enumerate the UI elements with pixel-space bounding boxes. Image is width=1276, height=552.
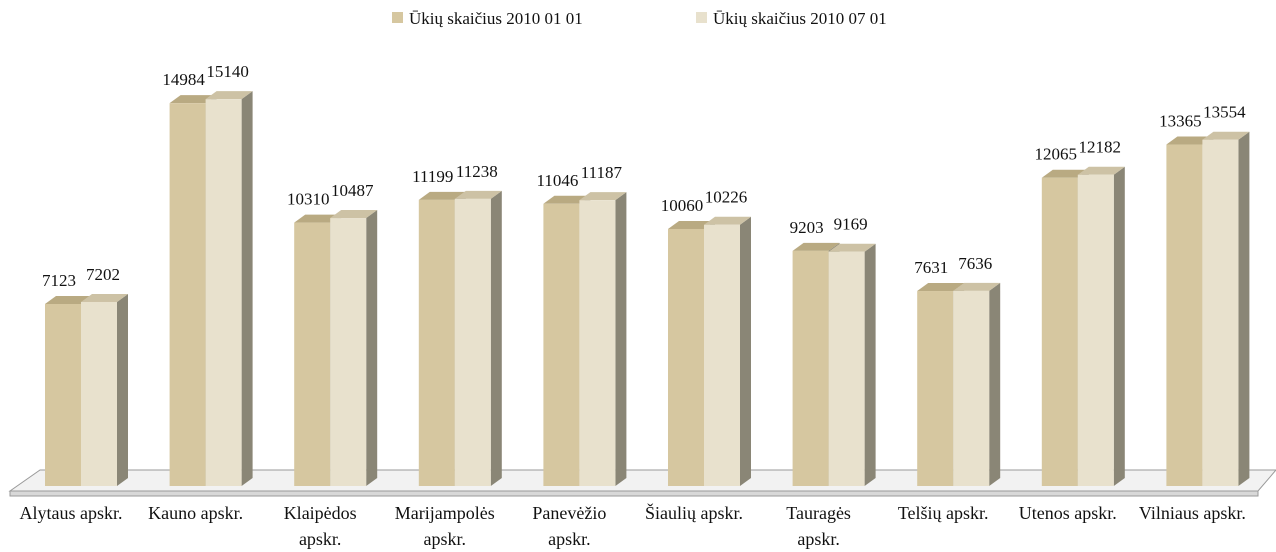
legend-label: Ūkių skaičius 2010 07 01 xyxy=(713,9,887,28)
bar xyxy=(1077,166,1125,487)
value-label: 9169 xyxy=(834,215,868,234)
bar-side xyxy=(241,91,253,486)
bar-top xyxy=(1041,169,1089,178)
value-label: 7123 xyxy=(42,271,76,290)
bar-side xyxy=(740,216,751,486)
x-tick-label: Vilniaus apskr. xyxy=(1138,503,1246,523)
legend-swatch xyxy=(696,12,707,23)
bar-side xyxy=(490,190,502,487)
bar xyxy=(330,210,378,487)
bar xyxy=(205,91,253,486)
value-label: 7636 xyxy=(958,254,992,273)
bar-top xyxy=(1202,131,1250,140)
bar-front xyxy=(205,99,242,486)
bar-top xyxy=(418,191,466,200)
bar-top xyxy=(81,293,128,302)
bar-front xyxy=(81,301,117,486)
value-label: 12065 xyxy=(1035,145,1078,164)
value-label: 14984 xyxy=(162,70,205,89)
value-label: 7631 xyxy=(914,258,948,277)
bar-front xyxy=(1077,174,1114,487)
x-tick-label: Alytaus apskr. xyxy=(19,503,123,523)
bar-top xyxy=(917,283,965,292)
bar-front xyxy=(704,224,740,486)
value-label: 10487 xyxy=(331,181,374,200)
bar-front xyxy=(169,103,206,486)
bar-side xyxy=(117,293,128,486)
bar-top xyxy=(1077,166,1125,175)
value-label: 10310 xyxy=(287,190,330,209)
bar-top xyxy=(294,214,342,223)
x-tick-label: Utenos apskr. xyxy=(1018,503,1117,523)
bar xyxy=(828,243,876,486)
bar-front xyxy=(543,203,580,486)
value-label: 9203 xyxy=(790,218,824,237)
bar-top xyxy=(205,91,253,100)
bar-front xyxy=(953,290,990,486)
value-label: 13554 xyxy=(1203,103,1246,122)
value-label: 10060 xyxy=(661,196,704,215)
bar-front xyxy=(330,218,367,487)
bar-front xyxy=(294,222,331,486)
x-tick-label: Panevėžio apskr. xyxy=(532,503,607,549)
x-tick-label: Marijampolės apskr. xyxy=(394,503,495,549)
bar-front xyxy=(792,250,829,486)
value-label: 15140 xyxy=(206,62,249,81)
bar-side xyxy=(366,210,378,487)
x-tick-label: Kauno apskr. xyxy=(148,503,244,523)
bar-front xyxy=(828,251,865,486)
value-label: 13365 xyxy=(1159,112,1202,131)
value-label: 11238 xyxy=(456,162,498,181)
value-label: 10226 xyxy=(705,188,748,207)
value-label: 12182 xyxy=(1079,138,1122,157)
x-tick-label: Tauragės apskr. xyxy=(786,503,851,549)
bar-front xyxy=(668,228,704,487)
bar xyxy=(454,190,502,487)
bar-front xyxy=(1202,139,1239,486)
bar-top xyxy=(953,282,1001,291)
bar-top xyxy=(704,216,751,225)
value-label: 11199 xyxy=(412,167,453,186)
bar-top xyxy=(668,220,715,229)
floor-edge xyxy=(9,490,1259,497)
bar xyxy=(953,282,1001,486)
bar xyxy=(81,293,128,486)
bar-front xyxy=(1041,177,1078,486)
bar-top xyxy=(330,210,378,219)
bar-top xyxy=(828,243,876,252)
bar-top xyxy=(543,195,591,204)
legend-label: Ūkių skaičius 2010 01 01 xyxy=(409,9,583,28)
x-tick-label: Klaipėdos apskr. xyxy=(283,503,357,549)
bar-front xyxy=(45,304,81,486)
x-tick-label: Šiaulių apskr. xyxy=(645,503,743,523)
bar-front xyxy=(454,198,491,487)
bar-top xyxy=(1166,136,1214,145)
bar-side xyxy=(1238,131,1250,486)
bar xyxy=(579,192,627,486)
bar xyxy=(704,216,751,486)
bar-side xyxy=(615,192,627,486)
x-tick-label: Telšių apskr. xyxy=(897,503,989,523)
bar-top xyxy=(792,242,840,251)
bar xyxy=(1202,131,1250,486)
bar-top xyxy=(169,95,217,104)
value-label: 7202 xyxy=(86,265,120,284)
value-label: 11046 xyxy=(536,171,578,190)
legend-swatch xyxy=(392,12,403,23)
bar-side xyxy=(864,243,876,486)
bar-side xyxy=(989,282,1001,486)
bar-top xyxy=(579,192,627,201)
bar-top xyxy=(454,190,502,199)
bar-side xyxy=(1113,166,1125,487)
bar-front xyxy=(917,291,954,486)
bar-top xyxy=(45,296,92,305)
value-label: 11187 xyxy=(581,163,623,182)
bar-front xyxy=(579,200,616,486)
bar-front xyxy=(1166,144,1203,487)
bar-front xyxy=(418,199,455,487)
